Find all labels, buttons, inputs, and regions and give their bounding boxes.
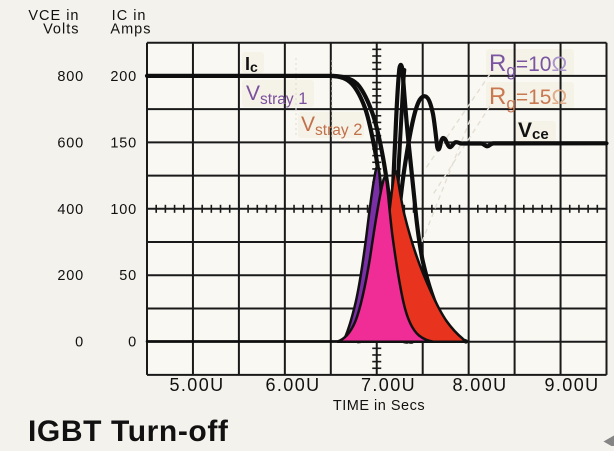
svg-text:9.00U: 9.00U <box>544 375 599 395</box>
svg-text:400: 400 <box>57 202 84 218</box>
svg-text:50: 50 <box>119 268 137 284</box>
svg-text:7.00U: 7.00U <box>361 375 416 395</box>
svg-text:800: 800 <box>57 69 84 85</box>
svg-text:0: 0 <box>75 335 84 351</box>
svg-text:6.00U: 6.00U <box>265 375 320 395</box>
svg-text:200: 200 <box>57 268 84 284</box>
svg-text:Amps: Amps <box>110 22 151 38</box>
svg-text:600: 600 <box>57 136 84 152</box>
svg-text:0: 0 <box>128 335 137 351</box>
svg-text:TIME in Secs: TIME in Secs <box>333 398 425 414</box>
svg-text:5.00U: 5.00U <box>169 375 224 395</box>
svg-text:Rg=10Ω: Rg=10Ω <box>489 50 567 80</box>
svg-text:8.00U: 8.00U <box>452 375 507 395</box>
svg-text:Rg=15Ω: Rg=15Ω <box>489 83 567 113</box>
svg-text:150: 150 <box>110 136 137 152</box>
svg-text:IGBT Turn-off: IGBT Turn-off <box>28 415 229 446</box>
svg-text:Volts: Volts <box>43 22 79 38</box>
svg-text:200: 200 <box>110 69 137 85</box>
svg-text:100: 100 <box>110 202 137 218</box>
